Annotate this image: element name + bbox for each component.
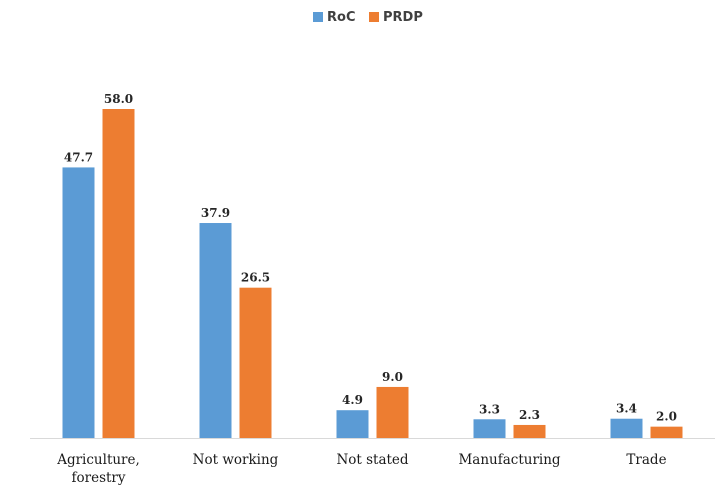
value-label-prdp-trade: 2.0 (656, 410, 677, 424)
value-label-roc-not-working: 37.9 (201, 206, 230, 220)
bar-roc-agriculture-forestry (62, 167, 95, 439)
category-label-line: forestry (72, 470, 126, 486)
legend: RoC PRDP (313, 10, 423, 25)
category-label-line: Not stated (336, 452, 408, 468)
bar-roc-manufacturing (473, 419, 506, 438)
category-label-line: Agriculture, (56, 452, 140, 468)
legend-swatch-roc (313, 12, 323, 22)
bar-prdp-trade (650, 426, 683, 438)
category-label-line: Manufacturing (458, 452, 560, 468)
bar-prdp-not-stated (376, 386, 409, 438)
value-label-roc-trade: 3.4 (616, 402, 637, 416)
value-label-prdp-agriculture-forestry: 58.0 (104, 92, 133, 106)
bars (62, 109, 683, 439)
value-labels: 47.7 58.0 37.9 26.5 4.9 9.0 3.3 2.3 3.4 2.0 (64, 92, 677, 424)
category-label-not-stated: Not stated (336, 452, 408, 468)
bar-prdp-manufacturing (513, 424, 546, 438)
bar-roc-trade (610, 418, 643, 438)
bar-prdp-not-working (239, 287, 272, 438)
category-labels: Agriculture, forestry Not working Not state… (56, 452, 666, 486)
legend-label-roc: RoC (327, 10, 355, 25)
legend-swatch-prdp (369, 12, 379, 22)
category-label-trade: Trade (626, 452, 666, 468)
bar-prdp-agriculture-forestry (102, 109, 135, 438)
category-label-not-working: Not working (193, 452, 279, 468)
category-label-agriculture-forestry: Agriculture, forestry (56, 452, 140, 486)
value-label-prdp-not-working: 26.5 (241, 271, 270, 285)
value-label-roc-manufacturing: 3.3 (479, 402, 500, 416)
value-label-prdp-manufacturing: 2.3 (519, 408, 540, 422)
value-label-roc-not-stated: 4.9 (342, 393, 363, 407)
category-label-manufacturing: Manufacturing (458, 452, 560, 468)
category-label-line: Trade (626, 452, 666, 468)
value-label-prdp-not-stated: 9.0 (382, 370, 403, 384)
category-label-line: Not working (193, 452, 279, 468)
bar-roc-not-stated (336, 410, 369, 438)
bar-roc-not-working (199, 223, 232, 438)
legend-label-prdp: PRDP (383, 10, 423, 25)
value-label-roc-agriculture-forestry: 47.7 (64, 150, 93, 164)
